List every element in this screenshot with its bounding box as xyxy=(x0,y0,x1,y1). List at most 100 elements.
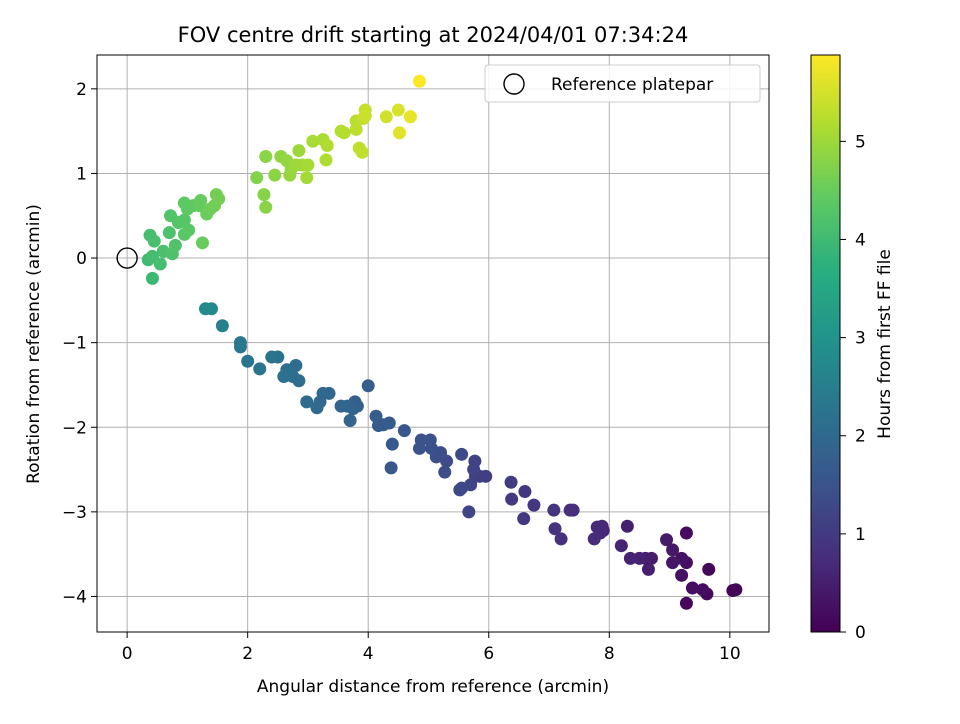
data-point xyxy=(547,503,561,517)
data-point xyxy=(215,319,229,333)
data-point xyxy=(632,551,646,565)
legend-marker-icon xyxy=(503,73,525,95)
y-tick-label: −4 xyxy=(62,587,87,607)
data-point xyxy=(259,150,273,164)
data-point xyxy=(397,424,411,438)
data-point xyxy=(675,568,689,582)
data-point xyxy=(250,171,264,185)
data-point xyxy=(277,369,291,383)
data-point xyxy=(548,522,562,536)
legend: Reference platepar xyxy=(484,64,761,103)
data-point xyxy=(300,395,314,409)
legend-entry-reference-platepar: Reference platepar xyxy=(551,75,713,95)
data-point xyxy=(195,236,209,250)
reference-platepar-marker xyxy=(116,247,138,269)
data-point xyxy=(641,562,655,576)
data-point xyxy=(385,437,399,451)
data-point xyxy=(334,399,348,413)
chart-title: FOV centre drift starting at 2024/04/01 … xyxy=(178,23,689,47)
colorbar-gradient xyxy=(810,54,841,633)
data-points xyxy=(141,74,743,610)
data-point xyxy=(726,584,740,598)
data-point xyxy=(253,362,267,376)
data-point xyxy=(153,257,167,271)
data-point xyxy=(241,354,255,368)
data-point xyxy=(257,188,271,202)
data-point xyxy=(702,562,716,576)
data-point xyxy=(162,226,176,240)
data-point xyxy=(438,465,452,479)
y-tick-label: −3 xyxy=(62,503,87,523)
data-point xyxy=(292,144,306,158)
data-point xyxy=(147,234,161,248)
data-point xyxy=(212,192,226,206)
data-point xyxy=(666,556,680,570)
data-point xyxy=(505,492,519,506)
data-point xyxy=(623,551,637,565)
data-point xyxy=(462,505,476,519)
y-tick-label: 1 xyxy=(76,164,87,184)
data-point xyxy=(358,109,372,123)
data-point xyxy=(660,533,674,547)
data-point xyxy=(679,596,693,610)
data-point xyxy=(587,532,601,546)
data-point xyxy=(590,520,604,534)
colorbar-tick-label: 3 xyxy=(855,329,866,349)
x-tick-label: 4 xyxy=(363,644,374,664)
data-point xyxy=(268,168,282,182)
data-point xyxy=(614,539,628,553)
data-point xyxy=(517,512,531,526)
x-axis-ticks: 0 2 4 6 8 10 xyxy=(122,632,741,664)
data-point xyxy=(563,503,577,517)
colorbar-tick-label: 0 xyxy=(855,623,866,643)
data-point xyxy=(194,194,208,208)
x-tick-label: 2 xyxy=(242,644,253,664)
data-point xyxy=(182,223,196,237)
y-tick-label: −1 xyxy=(62,334,87,354)
colorbar-tick-label: 4 xyxy=(855,230,866,250)
colorbar-ticks: 0 1 2 3 4 5 xyxy=(840,132,866,643)
data-point xyxy=(696,583,710,597)
data-point xyxy=(145,271,159,285)
y-tick-label: −2 xyxy=(62,418,87,438)
data-point xyxy=(198,302,212,316)
data-point xyxy=(391,103,405,117)
data-point xyxy=(320,139,334,153)
data-point xyxy=(259,200,273,214)
y-tick-label: 0 xyxy=(76,249,87,269)
data-point xyxy=(403,110,417,124)
data-point xyxy=(423,433,437,447)
colorbar-tick-label: 1 xyxy=(855,525,866,545)
data-point xyxy=(393,126,407,140)
data-point xyxy=(554,532,568,546)
x-tick-label: 10 xyxy=(719,644,741,664)
data-point xyxy=(518,485,532,499)
data-point xyxy=(300,171,314,185)
data-point xyxy=(301,158,315,172)
legend-box xyxy=(484,64,761,103)
data-point xyxy=(361,379,375,393)
data-point xyxy=(177,213,191,227)
data-point xyxy=(355,145,369,159)
data-point xyxy=(455,447,469,461)
data-point xyxy=(384,461,398,475)
data-point xyxy=(233,336,247,350)
y-tick-label: 2 xyxy=(76,80,87,100)
data-point xyxy=(666,543,680,557)
data-point xyxy=(453,483,467,497)
colorbar: 0 1 2 3 4 5 Hours from first FF file xyxy=(810,54,895,643)
data-point xyxy=(168,238,182,252)
colorbar-label: Hours from first FF file xyxy=(875,249,895,439)
data-point xyxy=(412,441,426,455)
data-point xyxy=(349,122,363,136)
x-axis-label: Angular distance from reference (arcmin) xyxy=(257,677,609,697)
data-point xyxy=(412,74,426,88)
colorbar-tick-label: 5 xyxy=(855,132,866,152)
data-point xyxy=(369,409,383,423)
data-point xyxy=(620,519,634,533)
data-point xyxy=(343,413,357,427)
data-point xyxy=(504,475,518,489)
data-point xyxy=(337,126,351,140)
y-axis-label: Rotation from reference (arcmin) xyxy=(24,204,44,484)
